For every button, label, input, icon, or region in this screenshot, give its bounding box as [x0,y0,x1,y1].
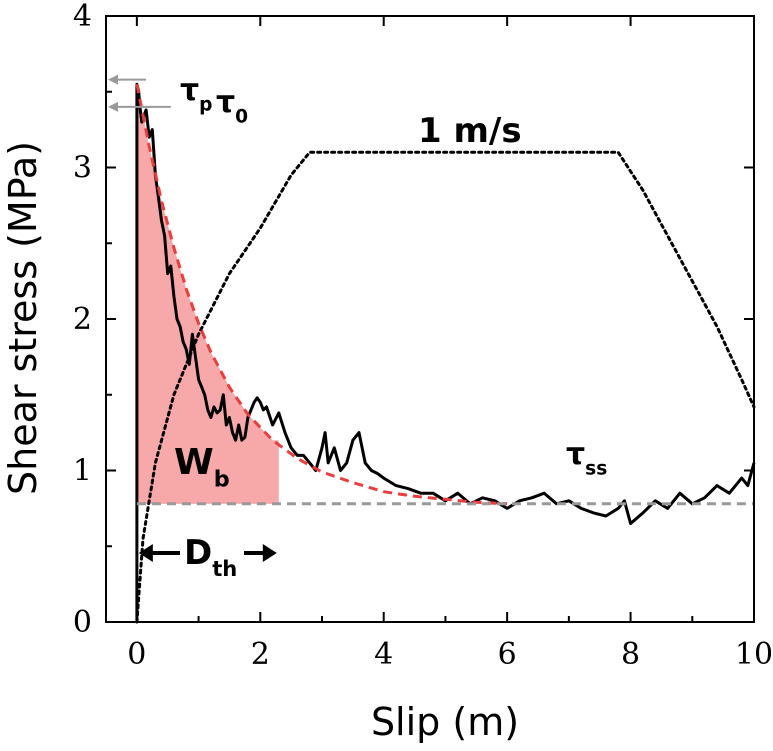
wb-area-layer [136,84,279,504]
tau-0-label: τ0 [216,85,248,128]
tau-ss-label: τss [566,437,607,480]
series-layer [135,82,756,624]
x-axis-label: Slip (m) [371,700,519,744]
y-tick-label: 1 [73,454,92,489]
x-tick-label: 6 [498,637,517,672]
tau-p-label: τp [180,73,212,116]
slip-velocity-series [135,150,756,624]
x-tick-label: 0 [127,637,146,672]
velocity-label: 1 m/s [418,111,522,151]
axes-layer [105,15,755,623]
exponential-fit-series [135,83,508,506]
tau-0-arrow-head [108,101,118,112]
x-tick-label: 4 [374,637,393,672]
tick-labels-layer: 0 2 4 6 8 10 0 1 2 3 4 [73,0,773,672]
x-tick-label: 8 [621,637,640,672]
annotations-layer: τp τ0 τss 1 m/s Wb Dth [108,73,607,581]
y-tick-label: 2 [73,302,92,337]
shear-stress-series [135,82,756,622]
y-tick-label: 4 [73,0,92,34]
x-tick-label: 2 [251,637,270,672]
wb-shaded-area [136,84,279,504]
y-tick-label: 0 [73,605,92,640]
dth-label: Dth [184,533,237,581]
x-tick-label: 10 [735,637,773,672]
dth-arrow-left-head [138,544,153,562]
y-axis-label: Shear stress (MPa) [1,141,45,495]
y-tick-label: 3 [73,151,92,186]
tau-p-arrow-head [108,74,118,85]
dth-arrow-right-head [262,544,277,562]
wb-label: Wb [174,442,230,493]
